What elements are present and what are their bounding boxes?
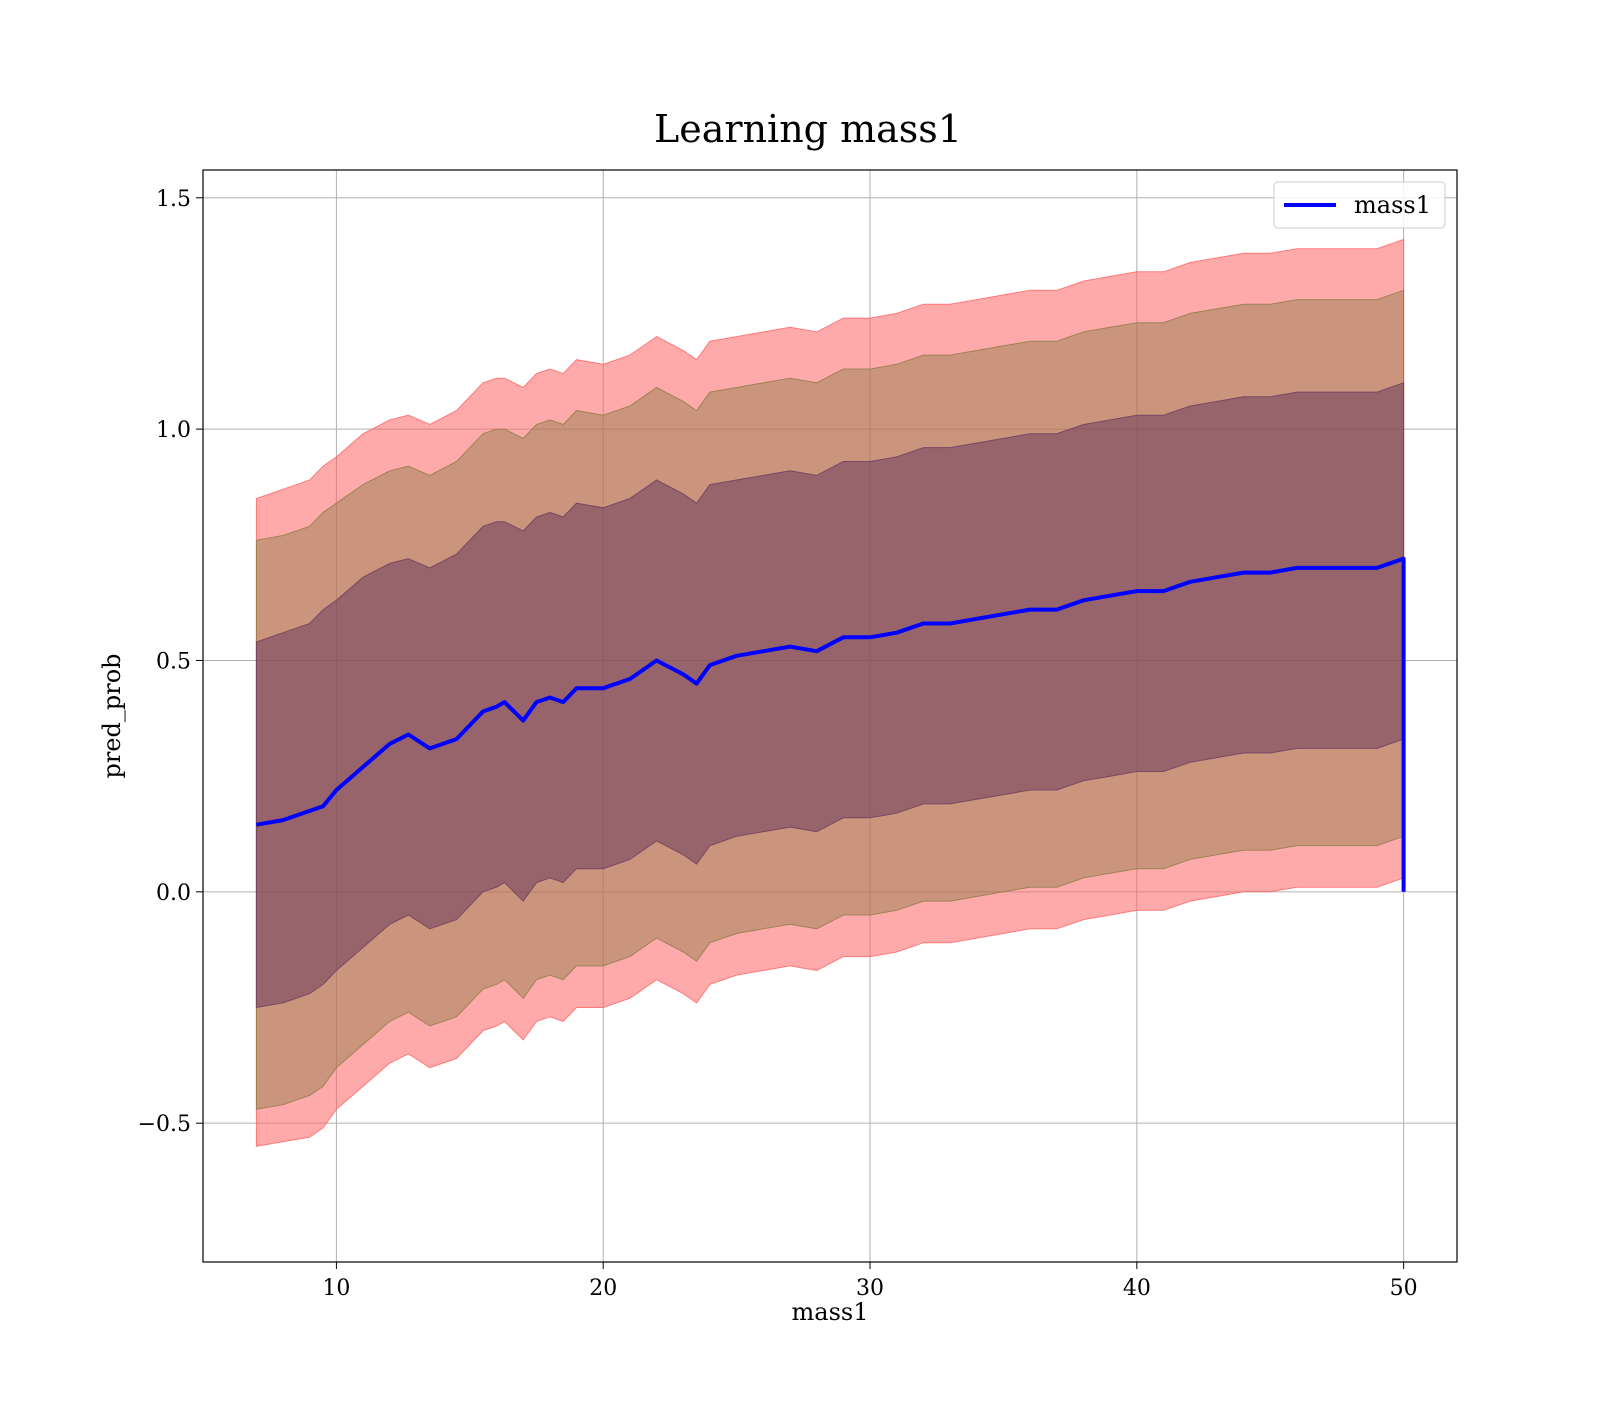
legend-label: mass1	[1354, 191, 1431, 219]
y-tick-label: 1.0	[156, 418, 191, 443]
legend: mass1	[1273, 181, 1446, 229]
chart-title: Learning mass1	[654, 107, 962, 151]
y-tick-label: 0.0	[156, 881, 191, 906]
legend-box	[1273, 181, 1446, 229]
y-axis-ticks: −0.5 0.0 0.5 1.0 1.5	[138, 187, 203, 1137]
y-tick-label: −0.5	[138, 1112, 191, 1137]
x-tick-label: 50	[1390, 1276, 1418, 1301]
y-tick-label: 0.5	[156, 649, 191, 674]
plot-frame	[202, 169, 1458, 1263]
x-tick-label: 40	[1123, 1276, 1151, 1301]
x-axis-ticks: 10 20 30 40 50	[322, 1262, 1418, 1301]
series-lines	[256, 556, 1406, 892]
x-tick-label: 30	[856, 1276, 884, 1301]
x-tick-label: 10	[322, 1276, 350, 1301]
x-axis-label: mass1	[792, 1298, 869, 1326]
y-axis-label: pred_prob	[98, 653, 126, 778]
y-tick-label: 1.5	[156, 187, 191, 212]
series-line-mass1	[256, 556, 1406, 892]
x-tick-label: 20	[589, 1276, 617, 1301]
confidence-bands	[255, 238, 1405, 1147]
